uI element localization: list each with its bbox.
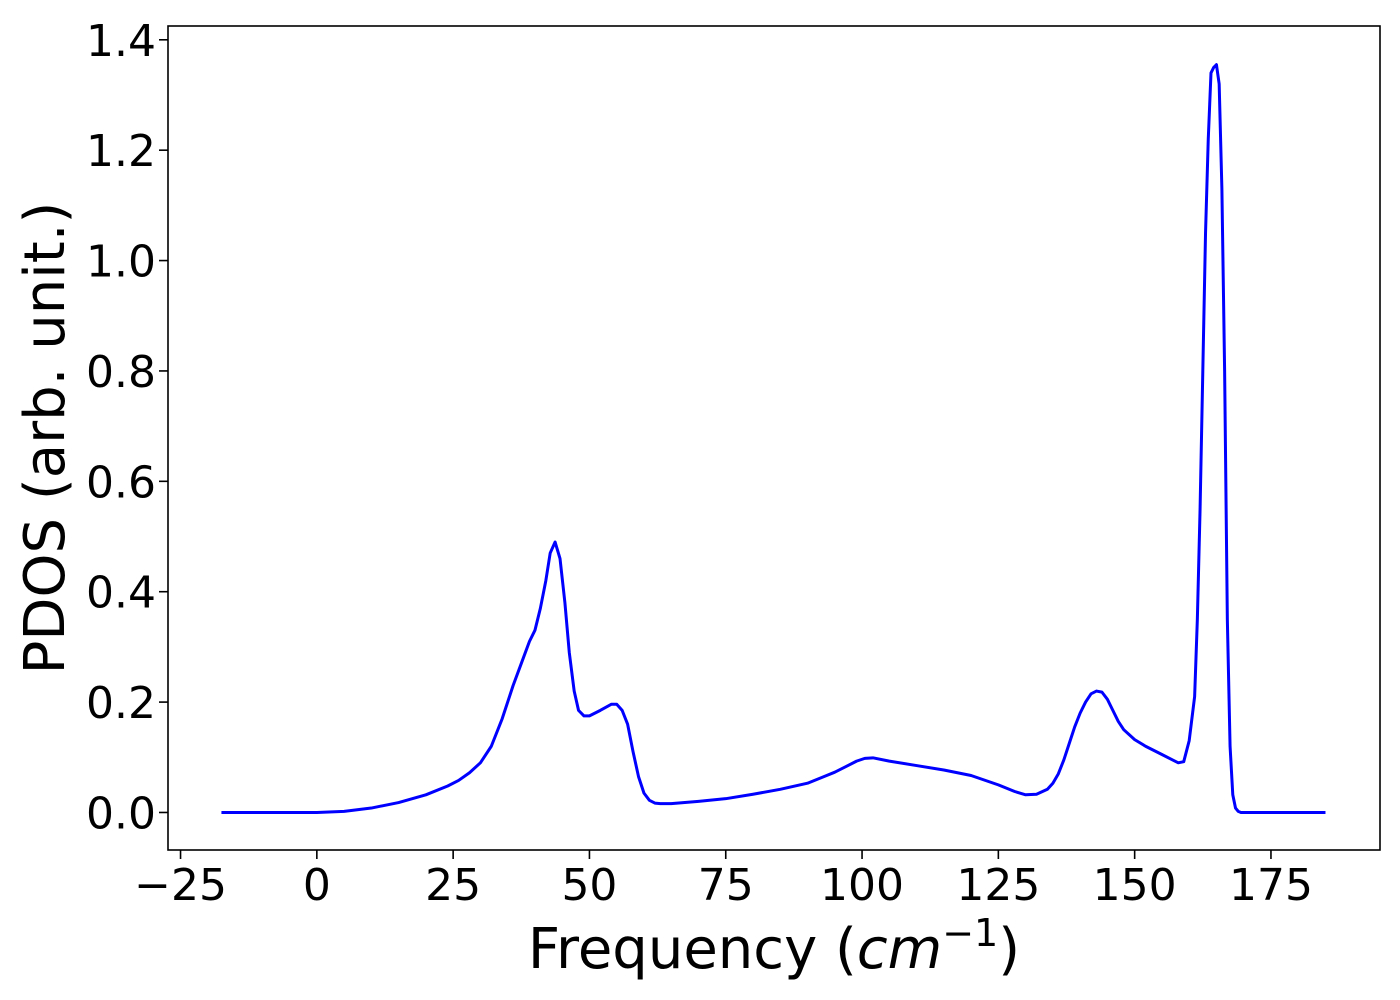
y-tick-label: 1.4	[86, 16, 156, 67]
x-tick-label: 100	[820, 860, 904, 911]
y-tick-label: 1.0	[86, 237, 156, 288]
y-tick-label: 0.0	[86, 788, 156, 839]
y-tick-label: 0.6	[86, 457, 156, 508]
x-tick-label: 50	[561, 860, 617, 911]
plot-frame	[167, 25, 1381, 851]
x-tick-label: 75	[698, 860, 754, 911]
y-axis: 0.0 0.2 0.4 0.6 0.8 1.0 1.2 1.4	[86, 16, 168, 839]
y-tick-label: 0.2	[86, 678, 156, 729]
x-tick-label: 125	[956, 860, 1040, 911]
x-tick-label: −25	[134, 860, 227, 911]
y-tick-label: 1.2	[86, 126, 156, 177]
x-axis-label: Frequency (cm−1)	[528, 911, 1020, 982]
pdos-series-line-0	[221, 63, 1326, 814]
x-tick-label: 25	[425, 860, 481, 911]
x-axis: −25 0 25 50 75 100 125 150 175	[134, 850, 1313, 911]
x-tick-label: 175	[1229, 860, 1313, 911]
y-tick-label: 0.8	[86, 347, 156, 398]
y-tick-label: 0.4	[86, 568, 156, 619]
x-tick-label: 150	[1093, 860, 1177, 911]
y-axis-label: PDOS (arb. unit.)	[13, 202, 78, 675]
x-tick-label: 0	[303, 860, 331, 911]
